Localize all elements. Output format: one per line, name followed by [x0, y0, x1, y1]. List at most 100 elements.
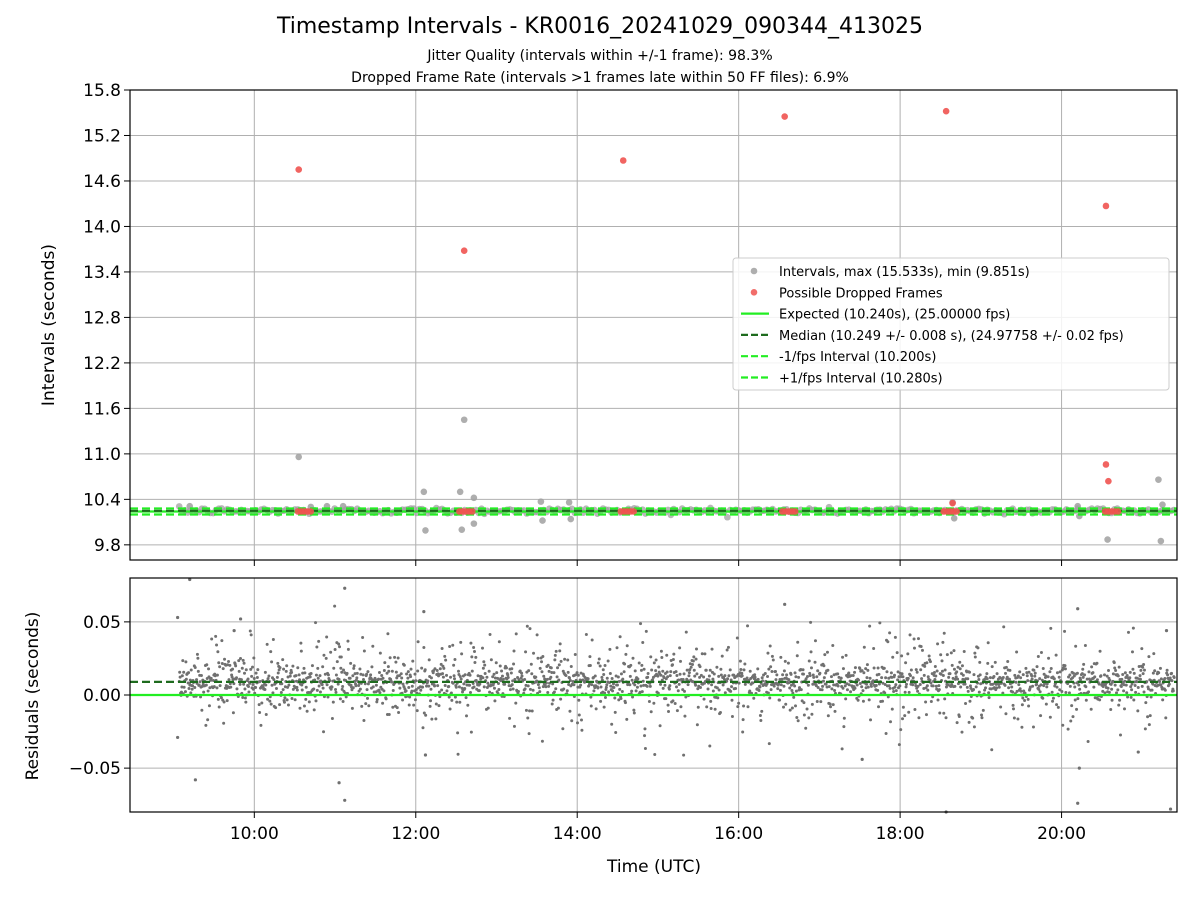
residual-point	[984, 686, 988, 690]
residual-point	[698, 675, 702, 679]
residual-point	[808, 671, 812, 675]
residual-point	[430, 717, 434, 721]
residual-point	[579, 683, 583, 687]
residual-point	[951, 676, 955, 680]
residual-point	[631, 695, 635, 699]
residual-point	[768, 644, 772, 648]
residual-point	[671, 663, 675, 667]
residual-point	[968, 684, 972, 688]
residual-point	[235, 687, 239, 691]
residual-point	[1051, 696, 1055, 700]
residual-point	[557, 678, 561, 682]
residual-point	[503, 682, 507, 686]
residual-point	[409, 675, 413, 679]
residual-point	[841, 667, 845, 671]
residual-point	[842, 716, 846, 720]
residual-point	[608, 647, 612, 651]
residual-point	[839, 676, 843, 680]
residual-point	[647, 699, 651, 703]
residual-point	[719, 667, 723, 671]
residual-point	[338, 645, 342, 649]
residual-point	[790, 706, 794, 710]
residual-point	[698, 685, 702, 689]
residual-point	[1007, 677, 1011, 681]
residual-point	[1129, 695, 1133, 699]
residual-point	[1144, 701, 1148, 705]
top-reference-lines	[130, 507, 1177, 516]
residual-point	[464, 696, 468, 700]
residual-point	[807, 716, 811, 720]
residual-point	[597, 657, 601, 661]
dropped-frame-point	[460, 247, 468, 255]
residual-point	[745, 676, 749, 680]
residual-point	[456, 752, 460, 756]
residual-point	[414, 679, 418, 683]
residual-point	[673, 702, 677, 706]
residual-point	[746, 705, 750, 709]
residual-point	[957, 715, 961, 719]
residual-point	[1019, 689, 1023, 693]
residual-point	[695, 672, 699, 676]
residual-point	[815, 700, 819, 704]
residual-point	[375, 698, 379, 702]
residual-point	[448, 644, 452, 648]
residual-point	[771, 658, 775, 662]
residual-point	[590, 683, 594, 687]
residual-point	[566, 658, 570, 662]
residual-point	[711, 689, 715, 693]
residual-point	[802, 713, 806, 717]
residual-point	[739, 667, 743, 671]
residual-point	[778, 688, 782, 692]
residual-point	[532, 651, 536, 655]
residual-point	[540, 670, 544, 674]
dropped-frame-point	[468, 508, 476, 515]
residual-point	[571, 680, 575, 684]
residual-point	[509, 671, 513, 675]
residual-point	[643, 734, 647, 738]
residual-point	[326, 673, 330, 677]
residual-point	[927, 654, 931, 658]
residual-point	[184, 660, 188, 664]
residual-point	[869, 718, 873, 722]
residual-point	[500, 669, 504, 673]
residual-point	[782, 684, 786, 688]
residual-point	[202, 690, 206, 694]
residual-point	[876, 666, 880, 670]
residual-point	[427, 658, 431, 662]
residual-point	[678, 672, 682, 676]
legend-box	[732, 257, 1170, 391]
residual-point	[250, 665, 254, 669]
residual-point	[685, 668, 689, 672]
residual-point	[1157, 671, 1161, 675]
residual-point	[457, 669, 461, 673]
residual-point	[512, 662, 516, 666]
top-y-tick-label: 11.6	[83, 399, 121, 419]
residual-point	[462, 682, 466, 686]
residual-point	[463, 687, 467, 691]
residual-point	[406, 670, 410, 674]
residual-point	[1019, 676, 1023, 680]
residual-point	[1001, 675, 1005, 679]
residual-point	[1141, 672, 1145, 676]
residual-point	[316, 676, 320, 680]
residual-point	[643, 746, 647, 750]
residual-point	[1085, 677, 1089, 681]
residual-point	[534, 675, 538, 679]
residual-point	[851, 673, 855, 677]
interval-point	[537, 498, 545, 505]
residual-point	[512, 724, 516, 728]
residual-point	[748, 669, 752, 673]
residual-point	[997, 685, 1001, 689]
residual-point	[1067, 691, 1071, 695]
residual-point	[218, 684, 222, 688]
residual-point	[1170, 671, 1174, 675]
residual-point	[577, 713, 581, 717]
residual-point	[954, 675, 958, 679]
residual-point	[809, 650, 813, 654]
residual-point	[413, 672, 417, 676]
residual-point	[1069, 719, 1073, 723]
residual-point	[824, 671, 828, 675]
residual-point	[382, 668, 386, 672]
residual-point	[563, 657, 567, 661]
residual-point	[1057, 675, 1061, 679]
